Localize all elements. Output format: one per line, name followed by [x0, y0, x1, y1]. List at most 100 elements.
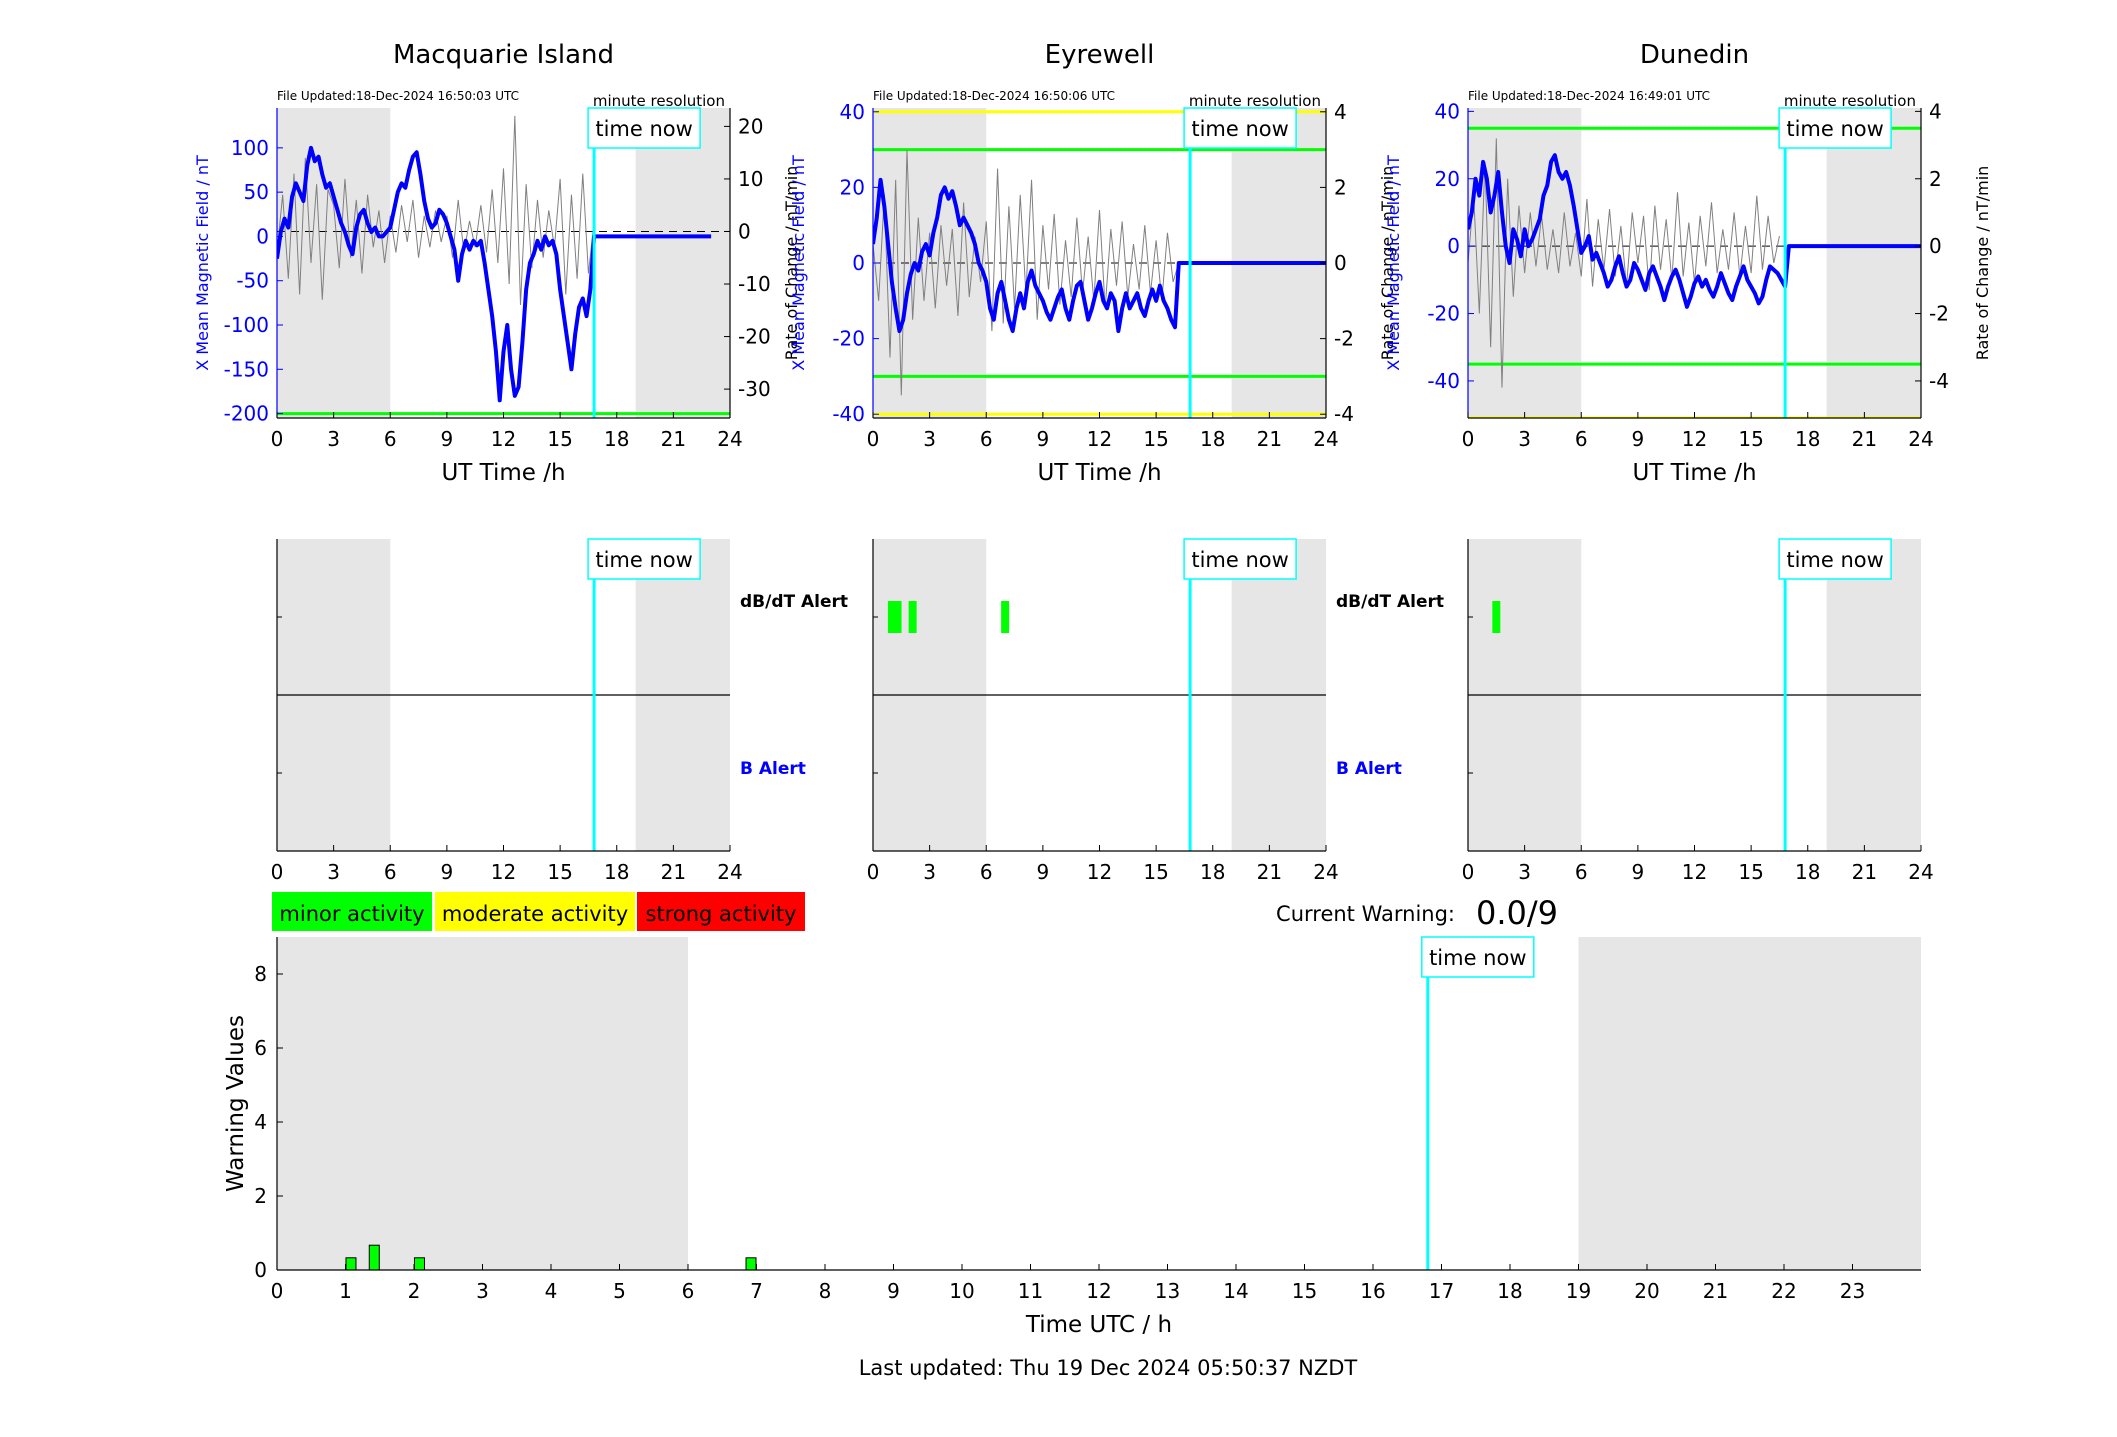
- xtick-label: 2: [408, 1279, 421, 1303]
- dbdt-alert-row-label: dB/dT Alert: [740, 592, 848, 612]
- dbdt-alert-mark: [1001, 601, 1010, 633]
- file-updated-text: File Updated:18-Dec-2024 16:50:03 UTC: [277, 89, 519, 103]
- xtick-label: 3: [476, 1279, 489, 1303]
- xtick-label: 23: [1840, 1279, 1865, 1303]
- xtick-label: 16: [1360, 1279, 1385, 1303]
- xtick-label: 0: [1462, 427, 1475, 451]
- xtick-label: 18: [1795, 427, 1820, 451]
- ytick-label: 4: [254, 1110, 267, 1134]
- xtick-label: 9: [887, 1279, 900, 1303]
- time-now-box: [1183, 107, 1297, 149]
- xtick-label: 3: [1518, 860, 1531, 884]
- legend-strong-label: strong activity: [646, 902, 797, 926]
- xtick-label: 18: [1200, 427, 1225, 451]
- xtick-label: 11: [1018, 1279, 1043, 1303]
- x-axis-label: UT Time /h: [441, 460, 565, 486]
- xtick-label: 6: [980, 427, 993, 451]
- xtick-label: 6: [384, 427, 397, 451]
- time-now-label: time now: [1191, 548, 1288, 572]
- time-now-label: time now: [595, 117, 692, 141]
- b-alert-row-label: B Alert: [740, 759, 806, 779]
- ytick-right-label: 2: [1929, 167, 1942, 191]
- xtick-label: 12: [491, 860, 516, 884]
- time-now-box: [587, 107, 701, 149]
- time-now-label: time now: [1786, 117, 1883, 141]
- x-axis-label: UT Time /h: [1037, 460, 1161, 486]
- xtick-label: 9: [1037, 427, 1050, 451]
- ytick-right-label: 0: [1929, 234, 1942, 258]
- legend-strong-swatch: [637, 892, 805, 931]
- ytick-left-label: -20: [1427, 302, 1460, 326]
- xtick-label: 19: [1566, 1279, 1591, 1303]
- xtick-label: 24: [717, 427, 742, 451]
- ytick-left-label: -20: [832, 327, 865, 351]
- time-now-label: time now: [595, 548, 692, 572]
- field-panel-3: Dunedin File Updated:18-Dec-2024 16:49:01…: [1384, 40, 1992, 486]
- ytick-left-label: 20: [1435, 167, 1460, 191]
- ytick-right-label: 4: [1334, 100, 1347, 124]
- xtick-label: 3: [327, 860, 340, 884]
- rate-of-change-line: [1468, 138, 1780, 388]
- current-warning-label: Current Warning:: [1276, 902, 1455, 926]
- ytick-left-label: -40: [1427, 369, 1460, 393]
- xtick-label: 9: [441, 427, 454, 451]
- ytick-right-label: -2: [1334, 327, 1354, 351]
- xtick-label: 4: [545, 1279, 558, 1303]
- ytick-left-label: 40: [840, 100, 865, 124]
- station-title: Eyrewell: [1045, 40, 1155, 70]
- xtick-label: 21: [661, 860, 686, 884]
- activity-legend: minor activity moderate activity strong …: [272, 892, 805, 931]
- xtick-label: 15: [1738, 427, 1763, 451]
- xtick-label: 18: [604, 427, 629, 451]
- xtick-label: 15: [1143, 860, 1168, 884]
- xtick-label: 5: [613, 1279, 626, 1303]
- xtick-label: 9: [1037, 860, 1050, 884]
- ytick-label: 8: [254, 962, 267, 986]
- time-now-label: time now: [1191, 117, 1288, 141]
- ytick-left-label: 0: [1447, 234, 1460, 258]
- xtick-label: 24: [1313, 427, 1338, 451]
- xtick-label: 0: [867, 427, 880, 451]
- dbdt-alert-mark: [887, 601, 896, 633]
- ytick-right-label: -30: [738, 377, 771, 401]
- warning-bar: [368, 1244, 380, 1271]
- alert-panel-2: dB/dT Alert B Alert time now 0 3 6 9 12 15 18 21 24: [867, 538, 1444, 884]
- ytick-right-label: -4: [1334, 402, 1354, 426]
- xtick-label: 21: [1703, 1279, 1728, 1303]
- legend-minor-label: minor activity: [279, 902, 424, 926]
- y-axis-left-label: X Mean Magnetic Field / nT: [1384, 155, 1403, 371]
- xtick-label: 24: [717, 860, 742, 884]
- ytick-left-label: -100: [224, 313, 269, 337]
- ytick-left-label: -200: [224, 402, 269, 426]
- alert-panel-3: time now 0 3 6 9 12 15 18 21 24: [1462, 538, 1934, 884]
- time-now-box: [1183, 538, 1297, 580]
- station-title: Macquarie Island: [393, 40, 614, 70]
- xtick-label: 3: [327, 427, 340, 451]
- y-axis-left-label: X Mean Magnetic Field / nT: [789, 155, 808, 371]
- xtick-label: 18: [604, 860, 629, 884]
- xtick-label: 15: [1292, 1279, 1317, 1303]
- xtick-label: 15: [547, 427, 572, 451]
- xtick-label: 3: [1518, 427, 1531, 451]
- xtick-label: 6: [980, 860, 993, 884]
- ytick-left-label: 40: [1435, 99, 1460, 123]
- ytick-right-label: 2: [1334, 175, 1347, 199]
- file-updated-text: File Updated:18-Dec-2024 16:49:01 UTC: [1468, 89, 1710, 103]
- xtick-label: 6: [384, 860, 397, 884]
- field-line: [1468, 153, 1921, 309]
- xtick-label: 9: [1632, 860, 1645, 884]
- xtick-label: 3: [923, 427, 936, 451]
- xtick-label: 12: [1086, 1279, 1111, 1303]
- xtick-label: 15: [1143, 427, 1168, 451]
- xtick-label: 24: [1908, 860, 1933, 884]
- xtick-label: 12: [1087, 427, 1112, 451]
- ytick-label: 6: [254, 1036, 267, 1060]
- ytick-right-label: 0: [738, 219, 751, 243]
- resolution-label: minute resolution: [593, 92, 725, 110]
- night-shading: [277, 108, 391, 418]
- xtick-label: 21: [1257, 860, 1282, 884]
- xtick-label: 21: [1852, 860, 1877, 884]
- dbdt-alert-mark: [1492, 601, 1501, 633]
